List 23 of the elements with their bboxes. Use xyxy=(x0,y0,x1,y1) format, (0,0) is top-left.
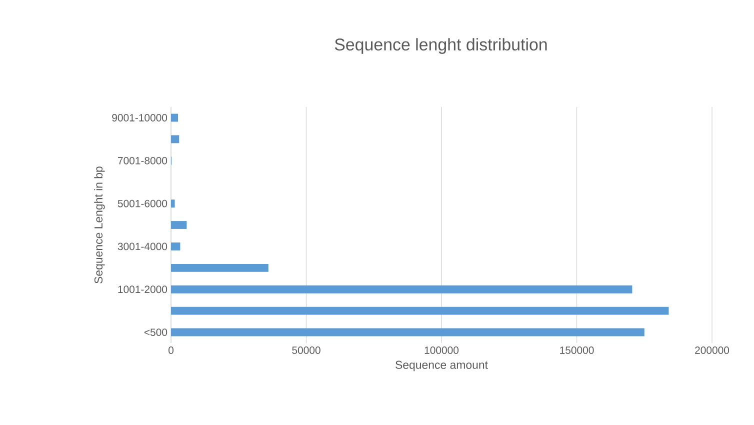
y-tick-label: 3001-4000 xyxy=(118,242,168,250)
bar xyxy=(171,328,644,336)
x-tick-label: 0 xyxy=(168,346,174,354)
bar xyxy=(171,135,180,144)
bar xyxy=(171,114,178,122)
bar xyxy=(171,285,632,294)
x-tick-label: 200000 xyxy=(695,346,730,354)
x-tick-label: 50000 xyxy=(292,346,320,354)
y-tick-label: 9001-10000 xyxy=(112,114,168,122)
y-tick-label: <500 xyxy=(144,328,168,336)
x-tick-label: 150000 xyxy=(560,346,594,354)
bar xyxy=(171,242,180,250)
y-tick-label: 7001-8000 xyxy=(118,156,168,164)
x-axis-title: Sequence amount xyxy=(396,360,488,372)
x-tick-label: 100000 xyxy=(424,346,459,354)
bar xyxy=(171,200,175,208)
y-tick-label: 1001-2000 xyxy=(118,286,168,294)
bar xyxy=(171,221,187,229)
chart-title: Sequence lenght distribution xyxy=(334,38,547,54)
y-tick-label: 5001-6000 xyxy=(118,200,168,208)
bar xyxy=(171,264,268,272)
bar xyxy=(171,306,669,315)
y-axis-title: Sequence Lenght in bp xyxy=(94,166,105,284)
